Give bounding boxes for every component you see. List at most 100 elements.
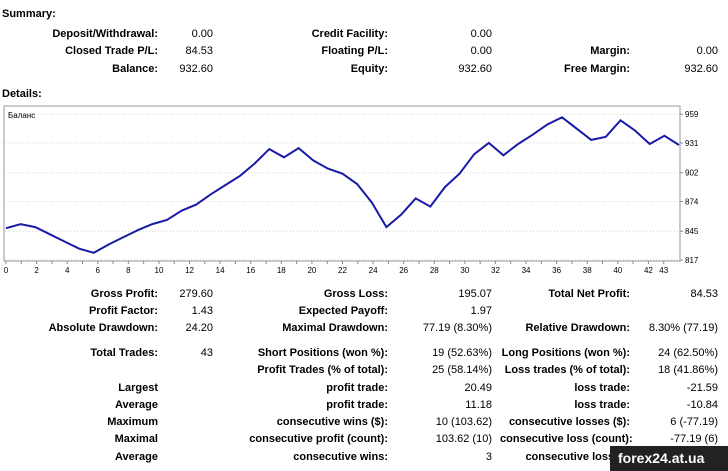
x-tick-label: 32 [491,266,500,275]
x-tick-label: 38 [583,266,592,275]
largest-loss-label: loss trade: [574,382,630,394]
gross-loss-label: Gross Loss: [323,288,388,300]
x-tick-label: 20 [307,266,316,275]
x-tick-label: 16 [246,266,255,275]
average2-label: Average [114,451,158,463]
x-tick-label: 40 [613,266,622,275]
floating-pl-label: Floating P/L: [321,45,388,57]
deposit-withdrawal-label: Deposit/Withdrawal: [52,28,158,40]
chart-plot-area [3,105,681,262]
y-tick-label: 959 [685,110,699,119]
gross-loss-value: 195.07 [458,288,492,300]
maximal-drawdown-value: 77.19 (8.30%) [422,322,492,334]
x-tick-label: 42 [644,266,653,275]
avg-cons-losses-label: consecutive losses: [525,451,630,463]
average-loss-label: loss trade: [574,399,630,411]
short-positions-label: Short Positions (won %): [257,347,388,359]
max-cons-losses-value: 6 (-77.19) [670,416,718,428]
max-cons-losses-label: consecutive losses ($): [508,416,630,428]
equity-value: 932.60 [458,63,492,75]
credit-facility-label: Credit Facility: [311,28,388,40]
x-tick-label: 12 [185,266,194,275]
equity-label: Equity: [350,63,388,75]
x-tick-label: 34 [522,266,531,275]
max-cons-wins-label: consecutive wins ($): [276,416,388,428]
maximal-cons-profit-label: consecutive profit (count): [249,433,388,445]
profit-trades-value: 25 (58.14%) [432,364,492,376]
x-tick-label: 36 [552,266,561,275]
x-tick-label: 43 [659,266,668,275]
x-tick-label: 10 [155,266,164,275]
maximal-label: Maximal [114,433,158,445]
average-loss-value: -10.84 [686,399,718,411]
x-tick-label: 8 [126,266,131,275]
long-positions-value: 24 (62.50%) [658,347,718,359]
x-tick-label: 30 [460,266,469,275]
relative-drawdown-label: Relative Drawdown: [525,322,630,334]
maximal-drawdown-label: Maximal Drawdown: [282,322,388,334]
long-positions-label: Long Positions (won %): [501,347,630,359]
max-cons-wins-value: 10 (103.62) [435,416,492,428]
gross-profit-value: 279.60 [179,288,213,300]
absolute-drawdown-value: 24.20 [185,322,213,334]
balance-line [5,116,680,254]
watermark-badge: forex24.at.ua [610,446,728,471]
largest-loss-value: -21.59 [686,382,718,394]
total-net-profit-value: 84.53 [690,288,718,300]
loss-trades-label: Loss trades (% of total): [504,364,630,376]
short-positions-value: 19 (52.63%) [432,347,492,359]
closed-trade-pl-label: Closed Trade P/L: [65,45,158,57]
maximal-cons-profit-value: 103.62 (10) [435,433,492,445]
expected-payoff-value: 1.97 [470,305,492,317]
x-tick-label: 14 [216,266,225,275]
total-trades-value: 43 [200,347,213,359]
free-margin-value: 932.60 [684,63,718,75]
closed-trade-pl-value: 84.53 [185,45,213,57]
x-tick-label: 0 [4,266,9,275]
floating-pl-value: 0.00 [470,45,492,57]
absolute-drawdown-label: Absolute Drawdown: [48,322,158,334]
expected-payoff-label: Expected Payoff: [298,305,388,317]
total-trades-label: Total Trades: [90,347,158,359]
maximal-cons-loss-value: -77.19 (6) [670,433,718,445]
credit-facility-value: 0.00 [470,28,492,40]
relative-drawdown-value: 8.30% (77.19) [648,322,718,334]
average-profit-label: profit trade: [326,399,388,411]
profit-factor-value: 1.43 [191,305,213,317]
watermark-text: forex24.at.ua [618,450,705,466]
total-net-profit-label: Total Net Profit: [548,288,630,300]
x-tick-label: 26 [399,266,408,275]
free-margin-label: Free Margin: [563,63,630,75]
x-tick-label: 2 [34,266,39,275]
balance-chart: 0 2 4 6 8 10 12 14 16 18 20 22 24 26 28 30 32 34 36 38 40 42 4… [3,105,699,275]
details-title: Details: [2,88,42,100]
y-tick-label: 817 [685,256,699,265]
y-tick-label: 874 [685,197,699,206]
margin-value: 0.00 [696,45,718,57]
average-profit-value: 11.18 [465,399,492,411]
y-tick-label: 845 [685,227,699,236]
summary-title: Summary: [2,8,56,20]
maximal-cons-loss-label: consecutive loss (count): [500,433,633,445]
x-tick-label: 22 [338,266,347,275]
largest-label: Largest [118,382,158,394]
deposit-withdrawal-value: 0.00 [191,28,213,40]
chart-title: Баланс [8,111,35,120]
maximum-label: Maximum [107,416,158,428]
gross-profit-label: Gross Profit: [90,288,158,300]
avg-cons-wins-label: consecutive wins: [293,451,388,463]
x-tick-label: 18 [277,266,286,275]
largest-profit-label: profit trade: [326,382,388,394]
margin-label: Margin: [590,45,630,57]
x-tick-label: 6 [96,266,101,275]
x-tick-label: 28 [430,266,439,275]
x-tick-label: 24 [369,266,378,275]
loss-trades-value: 18 (41.86%) [658,364,718,376]
y-tick-label: 902 [685,169,699,178]
profit-factor-label: Profit Factor: [88,305,158,317]
balance-value: 932.60 [179,63,213,75]
profit-trades-label: Profit Trades (% of total): [257,364,388,376]
largest-profit-value: 20.49 [464,382,492,394]
avg-cons-wins-value: 3 [485,451,492,463]
x-tick-label: 4 [65,266,70,275]
